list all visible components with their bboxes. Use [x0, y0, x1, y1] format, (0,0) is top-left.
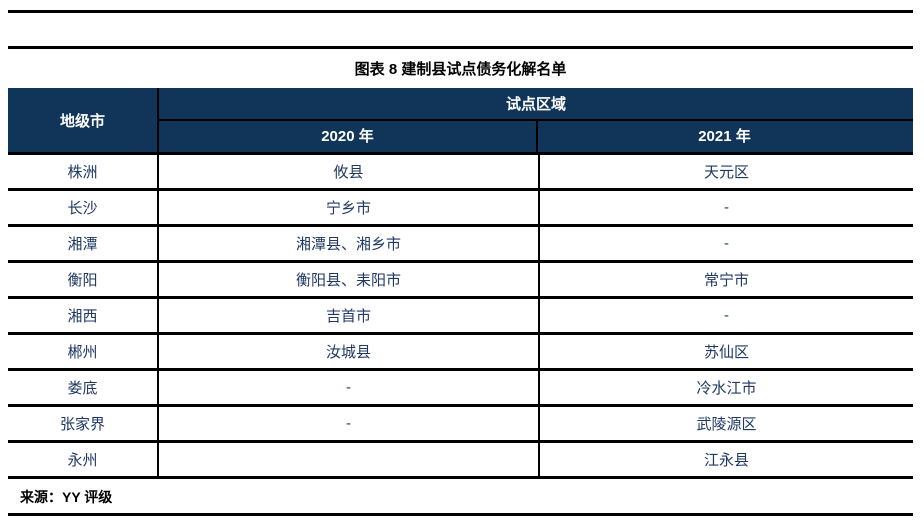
cell-2021: -: [538, 299, 913, 332]
table-row: 郴州 汝城县 苏仙区: [8, 335, 913, 371]
cell-2021: -: [538, 227, 913, 260]
header-cell-city: 地级市: [59, 112, 105, 130]
top-rule: [8, 10, 913, 13]
cell-2020: 湘潭县、湘乡市: [157, 227, 538, 260]
cell-2021: 江永县: [538, 443, 913, 476]
table-row: 衡阳 衡阳县、耒阳市 常宁市: [8, 263, 913, 299]
header-cell-2020: 2020 年: [159, 121, 538, 152]
cell-2021: 武陵源区: [538, 407, 913, 440]
header-rule: [8, 46, 913, 49]
cell-2020: 汝城县: [157, 335, 538, 368]
cell-city: 长沙: [67, 200, 98, 217]
bottom-rule: [8, 513, 913, 516]
cell-city: 衡阳: [67, 272, 98, 289]
header-region-group: 试点区域 2020 年 2021 年: [157, 88, 913, 152]
cell-city: 湘潭: [67, 236, 98, 253]
header-cell-2021: 2021 年: [698, 128, 751, 145]
cell-2020: [157, 443, 538, 476]
table-row: 湘潭 湘潭县、湘乡市 -: [8, 227, 913, 263]
cell-2020: 衡阳县、耒阳市: [157, 263, 538, 296]
table-header: 地级市 试点区域 2020 年 2021 年: [8, 88, 913, 155]
header-cell-region: 试点区域: [159, 88, 913, 121]
cell-2020: 宁乡市: [157, 191, 538, 224]
cell-2020: -: [157, 371, 538, 404]
cell-2020: 攸县: [157, 155, 538, 188]
cell-2021: 天元区: [538, 155, 913, 188]
source-caption: 来源：YY 评级: [20, 489, 113, 505]
cell-2021: 冷水江市: [538, 371, 913, 404]
cell-2020: 吉首市: [157, 299, 538, 332]
table-row: 娄底 - 冷水江市: [8, 371, 913, 407]
cell-2020: -: [157, 407, 538, 440]
cell-city: 永州: [67, 452, 98, 469]
cell-city: 郴州: [67, 344, 98, 361]
table-row: 张家界 - 武陵源区: [8, 407, 913, 443]
cell-city: 张家界: [59, 416, 105, 433]
cell-2021: 常宁市: [538, 263, 913, 296]
cell-2021: -: [538, 191, 913, 224]
cell-city: 株洲: [67, 164, 98, 181]
cell-2021: 苏仙区: [538, 335, 913, 368]
table-row: 湘西 吉首市 -: [8, 299, 913, 335]
header-years-row: 2020 年 2021 年: [159, 121, 913, 152]
table-row: 长沙 宁乡市 -: [8, 191, 913, 227]
cell-city: 湘西: [67, 308, 98, 325]
cell-city: 娄底: [67, 380, 98, 397]
chart-title: 图表 8 建制县试点债务化解名单: [354, 61, 567, 78]
table-row: 株洲 攸县 天元区: [8, 155, 913, 191]
pilot-counties-table: 地级市 试点区域 2020 年 2021 年 株洲 攸县 天元区 长沙 宁乡市 …: [8, 88, 913, 479]
table-row: 永州 江永县: [8, 443, 913, 479]
